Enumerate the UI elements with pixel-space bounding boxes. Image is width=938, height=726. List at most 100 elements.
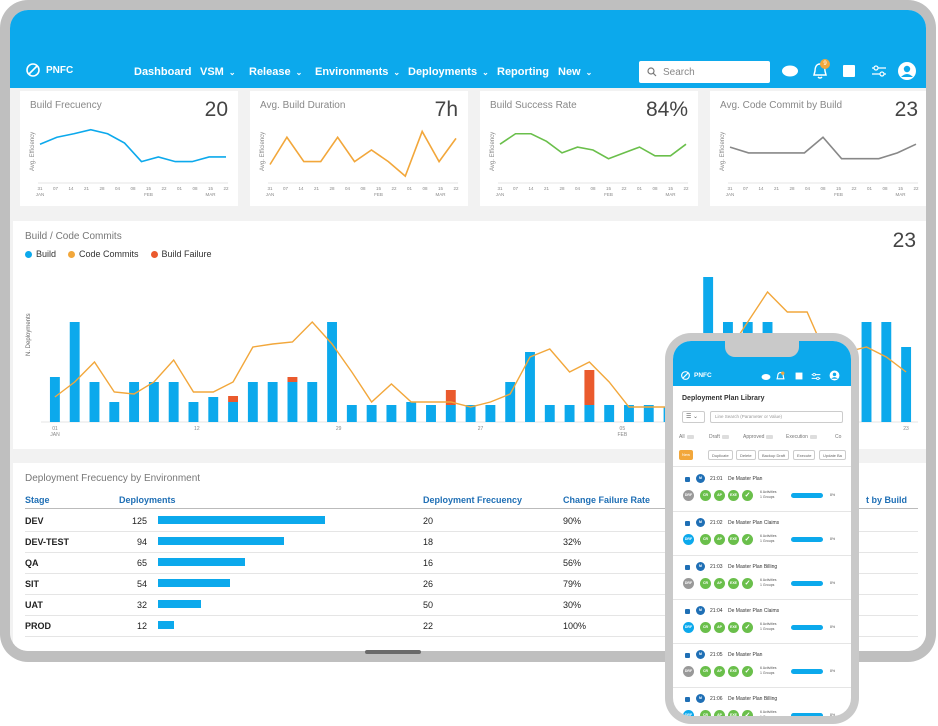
build-bar[interactable] (406, 402, 417, 422)
build-bar[interactable] (564, 405, 575, 422)
nav-new[interactable]: New ⌄ (558, 66, 592, 78)
build-bar[interactable] (188, 402, 199, 422)
build-bar[interactable] (228, 402, 239, 422)
deployments-count-cell: 12 (136, 621, 147, 631)
build-bar[interactable] (208, 397, 219, 422)
build-bar[interactable] (69, 322, 80, 422)
user-avatar-icon[interactable] (829, 370, 840, 381)
build-bar[interactable] (881, 322, 892, 422)
action-button-3[interactable]: Backup Draft (758, 450, 790, 460)
build-bar[interactable] (901, 347, 912, 422)
filter-tab-2[interactable]: Approved (743, 434, 774, 440)
filter-tab-4[interactable]: Co (835, 434, 841, 440)
build-bar[interactable] (366, 405, 377, 422)
plan-list-item[interactable]: M 21:02 De Master Plan Claims DRF CR AP EXE ✓ 6 … (673, 512, 851, 556)
build-bar[interactable] (129, 382, 140, 422)
brand-logo[interactable]: PNFC (26, 63, 73, 77)
kpi-tick-label: 07 (743, 186, 749, 191)
deployments-count-cell: 54 (136, 579, 147, 589)
build-failure-bar[interactable] (445, 390, 456, 405)
table-row[interactable]: DEV 125 20 90% (25, 511, 918, 532)
action-button-0[interactable]: New (679, 450, 694, 460)
build-bar[interactable] (327, 322, 337, 422)
item-checkbox[interactable] (685, 609, 690, 614)
build-bar[interactable] (386, 405, 397, 422)
kpi-tick-label: 21 (774, 186, 780, 191)
action-button-1[interactable]: Duplicate (708, 450, 733, 460)
plan-list-item[interactable]: M 21:05 De Master Plan DRF CR AP EXE ✓ 6 Activit… (673, 644, 851, 688)
nav-deployments[interactable]: Deployments ⌄ (408, 66, 489, 78)
settings-sliders-icon[interactable] (871, 64, 887, 78)
settings-sliders-icon[interactable] (811, 372, 821, 381)
build-bar[interactable] (307, 382, 318, 422)
build-bar[interactable] (287, 382, 298, 422)
bell-icon[interactable] (776, 371, 785, 382)
item-checkbox[interactable] (685, 653, 690, 658)
build-bar[interactable] (109, 402, 120, 422)
kpi-tick-label: 14 (758, 186, 764, 191)
phone-search-input[interactable]: Line Search (Parameter or Value) (710, 411, 843, 423)
nav-vsm[interactable]: VSM ⌄ (200, 66, 236, 78)
build-failure-bar[interactable] (584, 370, 595, 405)
item-checkbox[interactable] (685, 565, 690, 570)
build-bar[interactable] (485, 405, 496, 422)
table-row[interactable]: PROD 12 22 100% (25, 616, 918, 637)
notifications-button[interactable]: 9 (812, 59, 830, 85)
build-bar[interactable] (445, 405, 456, 422)
plan-list-item[interactable]: M 21:03 De Master Plan Billing DRF CR AP EXE ✓ 6… (673, 556, 851, 600)
tablet-frame: PNFC Dashboard VSM ⌄ Release ⌄ Environments ⌄ D… (0, 0, 936, 662)
build-bar[interactable] (89, 382, 100, 422)
user-avatar-icon[interactable] (897, 61, 917, 81)
build-bar[interactable] (247, 382, 258, 422)
build-bar[interactable] (584, 405, 595, 422)
build-bar[interactable] (643, 405, 654, 422)
chat-icon[interactable] (761, 373, 771, 381)
filter-tab-0[interactable]: All (679, 434, 694, 440)
nav-environments[interactable]: Environments ⌄ (315, 66, 400, 78)
plan-list-item[interactable]: M 21:01 De Master Plan DRF CR AP EXE ✓ 6 Activit… (673, 468, 851, 512)
build-failure-bar[interactable] (228, 396, 239, 402)
build-bar[interactable] (148, 382, 159, 422)
build-bar[interactable] (49, 377, 60, 422)
chat-icon[interactable] (781, 64, 799, 78)
build-bar[interactable] (465, 405, 476, 422)
build-bar[interactable] (426, 405, 436, 422)
commits-value: 23 (892, 229, 916, 252)
table-row[interactable]: UAT 32 50 30% (25, 595, 918, 616)
build-failure-bar[interactable] (287, 377, 298, 382)
search-input[interactable]: Search (639, 61, 770, 83)
item-checkbox[interactable] (685, 697, 690, 702)
table-row[interactable]: QA 65 16 56% (25, 553, 918, 574)
build-bar[interactable] (861, 322, 872, 422)
build-bar[interactable] (604, 405, 615, 422)
item-checkbox[interactable] (685, 477, 690, 482)
action-button-2[interactable]: Delete (736, 450, 756, 460)
failure-rate-cell: 100% (563, 621, 587, 631)
filter-tab-1[interactable]: Draft (709, 434, 729, 440)
filter-tab-3[interactable]: Execution (786, 434, 817, 440)
build-bar[interactable] (624, 405, 634, 422)
item-checkbox[interactable] (685, 521, 690, 526)
action-button-4[interactable]: Execute (793, 450, 816, 460)
plan-list-item[interactable]: M 21:04 De Master Plan Claims DRF CR AP EXE ✓ 6 … (673, 600, 851, 644)
action-button-5[interactable]: Update Ba (819, 450, 846, 460)
plan-list-item[interactable]: M 21:06 De Master Plan Billing DRF CR AP EXE ✓ 6… (673, 688, 851, 716)
build-bar[interactable] (267, 382, 278, 422)
build-bar[interactable] (544, 405, 555, 422)
build-bar[interactable] (505, 382, 516, 422)
commits-tick-label: 27 (478, 426, 484, 432)
table-row[interactable]: DEV-TEST 94 18 32% (25, 532, 918, 553)
filter-dropdown[interactable]: ☰ ⌄ (682, 411, 705, 423)
nav-release[interactable]: Release ⌄ (249, 66, 302, 78)
document-icon[interactable] (842, 64, 856, 78)
nav-dashboard[interactable]: Dashboard (134, 66, 191, 78)
item-name: De Master Plan Claims (728, 608, 780, 614)
deployments-bar (158, 600, 201, 608)
nav-reporting[interactable]: Reporting (497, 66, 549, 78)
table-row[interactable]: SIT 54 26 79% (25, 574, 918, 595)
build-bar[interactable] (525, 352, 535, 422)
document-icon[interactable] (795, 372, 803, 380)
build-bar[interactable] (346, 405, 357, 422)
build-bar[interactable] (168, 382, 179, 422)
phone-screen: PNFC Deployment Plan Library ☰ ⌄ Line Se… (673, 341, 851, 716)
